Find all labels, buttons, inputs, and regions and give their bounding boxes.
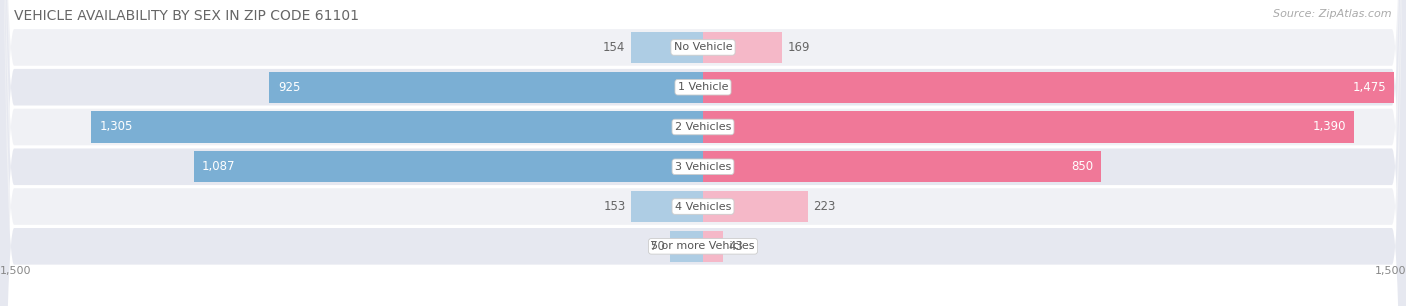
Text: 1,390: 1,390 — [1313, 121, 1346, 133]
Bar — [671, 231, 703, 262]
Text: 1,305: 1,305 — [100, 121, 134, 133]
Text: No Vehicle: No Vehicle — [673, 43, 733, 52]
Text: 2 Vehicles: 2 Vehicles — [675, 122, 731, 132]
Text: 1,500: 1,500 — [0, 266, 31, 276]
Legend: Male, Female: Male, Female — [638, 305, 768, 306]
Bar — [703, 32, 782, 63]
Bar — [631, 32, 703, 63]
Text: 1 Vehicle: 1 Vehicle — [678, 82, 728, 92]
Text: 1,087: 1,087 — [202, 160, 235, 173]
Text: 850: 850 — [1071, 160, 1092, 173]
Text: 925: 925 — [278, 81, 301, 94]
Bar — [194, 151, 703, 182]
Text: 5 or more Vehicles: 5 or more Vehicles — [651, 241, 755, 251]
Text: Source: ZipAtlas.com: Source: ZipAtlas.com — [1274, 9, 1392, 19]
Text: 4 Vehicles: 4 Vehicles — [675, 202, 731, 211]
Bar — [91, 111, 703, 143]
Text: 154: 154 — [603, 41, 626, 54]
Text: 43: 43 — [728, 240, 744, 253]
Text: VEHICLE AVAILABILITY BY SEX IN ZIP CODE 61101: VEHICLE AVAILABILITY BY SEX IN ZIP CODE … — [14, 9, 359, 23]
Text: 169: 169 — [787, 41, 810, 54]
Text: 70: 70 — [650, 240, 665, 253]
Bar — [270, 72, 703, 103]
Bar — [703, 151, 1101, 182]
Text: 153: 153 — [603, 200, 626, 213]
Bar — [703, 191, 807, 222]
Bar — [703, 111, 1354, 143]
Text: 1,475: 1,475 — [1353, 81, 1386, 94]
Bar — [631, 191, 703, 222]
Bar — [703, 231, 723, 262]
Text: 3 Vehicles: 3 Vehicles — [675, 162, 731, 172]
Bar — [703, 72, 1395, 103]
Text: 223: 223 — [813, 200, 835, 213]
Text: 1,500: 1,500 — [1375, 266, 1406, 276]
